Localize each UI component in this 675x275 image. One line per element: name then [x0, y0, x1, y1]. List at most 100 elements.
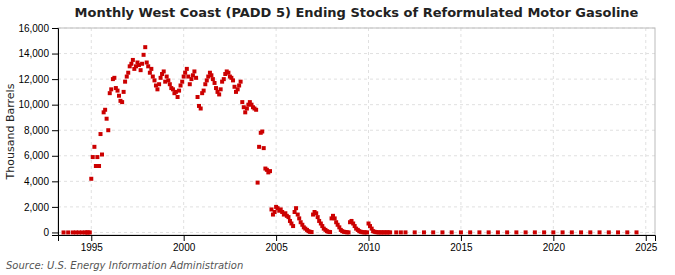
point — [209, 73, 213, 77]
point — [524, 230, 528, 234]
grid — [58, 28, 655, 235]
y-tick-mark — [52, 156, 58, 157]
point — [388, 230, 392, 234]
point — [496, 230, 500, 234]
plot: 199520002005201020152020202502,0004,0006… — [18, 23, 657, 253]
point — [598, 230, 602, 234]
point — [237, 84, 241, 88]
point — [142, 53, 146, 57]
grid-line-x — [645, 28, 646, 235]
point — [108, 91, 112, 95]
y-tick: 10,000 — [18, 99, 58, 110]
point — [149, 67, 153, 71]
y-tick-label: 2,000 — [24, 202, 49, 213]
x-axis: 1995200020052010201520202025 — [59, 235, 658, 253]
point — [100, 153, 104, 157]
point — [177, 89, 181, 93]
point — [92, 145, 96, 149]
point — [296, 213, 300, 217]
grid-line-x — [368, 28, 369, 235]
point — [579, 230, 583, 234]
point — [199, 107, 203, 111]
point — [99, 132, 103, 136]
point — [88, 230, 92, 234]
x-tick-mark — [646, 235, 647, 241]
x-tick-mark — [276, 235, 277, 241]
x-tick: 2010 — [358, 235, 381, 253]
grid-line-y — [58, 181, 655, 182]
y-tick: 8,000 — [24, 125, 58, 136]
point — [422, 230, 426, 234]
point — [165, 75, 169, 79]
point — [468, 230, 472, 234]
point — [254, 108, 258, 112]
point — [459, 230, 463, 234]
x-tick-label: 1995 — [81, 242, 104, 253]
point — [125, 75, 129, 79]
y-axis-title: Thousand Barrels — [4, 83, 17, 180]
point — [203, 82, 207, 86]
point — [316, 215, 320, 219]
point — [122, 90, 126, 94]
point — [245, 107, 249, 111]
point — [286, 215, 290, 219]
point — [570, 230, 574, 234]
point — [116, 89, 120, 93]
x-tick-label: 2025 — [635, 242, 658, 253]
grid-line-y — [58, 104, 655, 105]
point — [183, 71, 187, 75]
y-tick-mark — [52, 232, 58, 233]
point — [236, 87, 240, 91]
point — [196, 95, 200, 99]
point — [542, 230, 546, 234]
y-tick: 2,000 — [24, 202, 58, 213]
point — [226, 71, 230, 75]
point — [188, 82, 192, 86]
point — [219, 87, 223, 91]
point — [168, 82, 172, 86]
point — [157, 82, 161, 86]
point — [117, 94, 121, 98]
y-tick-mark — [52, 181, 58, 182]
point — [635, 230, 639, 234]
point — [273, 210, 277, 214]
point — [179, 84, 183, 88]
chart: 199520002005201020152020202502,0004,0006… — [0, 0, 675, 275]
y-tick-label: 12,000 — [18, 74, 49, 85]
point — [477, 230, 481, 234]
point — [328, 230, 332, 234]
point — [106, 128, 110, 132]
point — [131, 58, 135, 62]
point — [89, 177, 93, 181]
point — [399, 230, 403, 234]
point — [192, 69, 196, 73]
x-tick: 2020 — [543, 235, 566, 253]
point — [66, 230, 70, 234]
point — [182, 75, 186, 79]
point — [217, 92, 221, 96]
point — [180, 80, 184, 84]
y-tick-label: 8,000 — [24, 125, 49, 136]
point — [268, 169, 272, 173]
x-axis-line — [59, 236, 656, 242]
grid-line-y — [58, 155, 655, 156]
point — [213, 81, 217, 85]
x-tick-mark — [553, 235, 554, 241]
y-axis: 02,0004,0006,0008,00010,00012,00014,0001… — [18, 23, 58, 238]
point — [256, 181, 260, 185]
point — [260, 130, 264, 134]
point — [95, 155, 99, 159]
point — [243, 110, 247, 114]
y-tick: 16,000 — [18, 23, 58, 34]
y-tick-label: 6,000 — [24, 150, 49, 161]
x-tick-label: 2005 — [265, 242, 288, 253]
point — [126, 71, 130, 75]
point — [533, 230, 537, 234]
x-tick-label: 2000 — [173, 242, 196, 253]
y-tick-label: 14,000 — [18, 48, 49, 59]
point — [505, 230, 509, 234]
point — [551, 230, 555, 234]
y-tick-label: 0 — [43, 227, 49, 238]
point — [625, 230, 629, 234]
point — [120, 100, 124, 104]
